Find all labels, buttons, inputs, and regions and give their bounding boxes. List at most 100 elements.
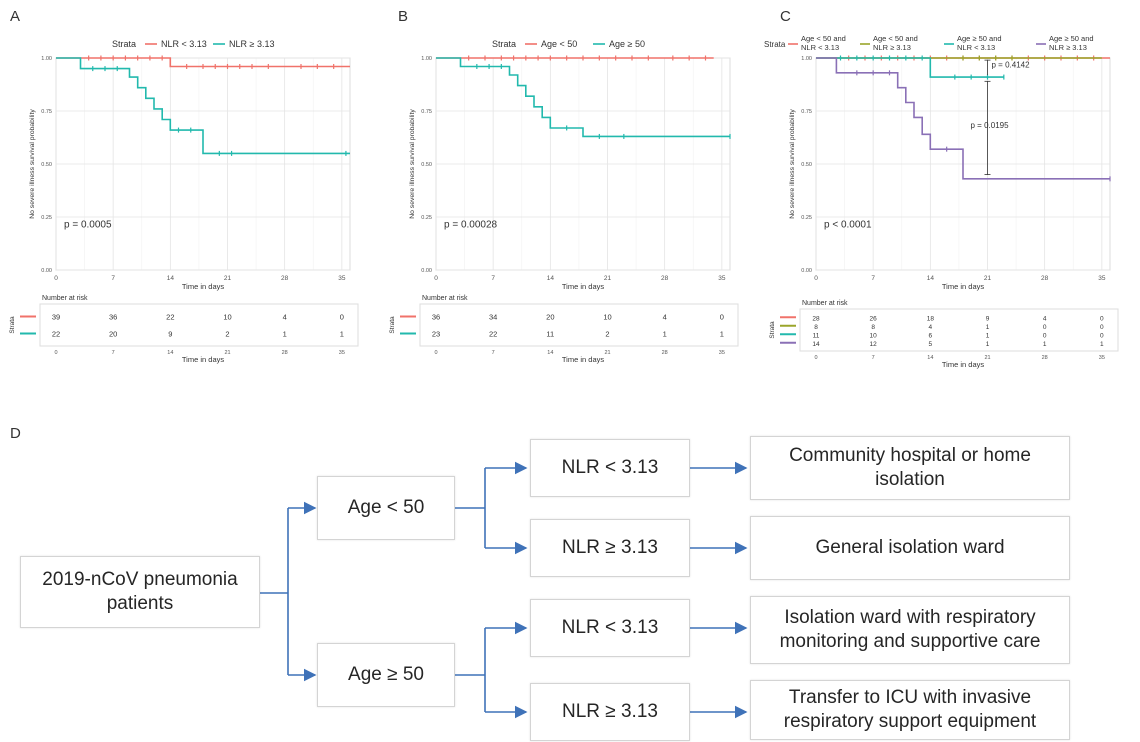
legend-label-3: Age ≥ 50 and NLR < 3.13 [957, 34, 1002, 52]
nlr-high-box-2: NLR ≥ 3.13 [530, 683, 690, 741]
risk-value-2-3: 9 [168, 330, 172, 339]
risk-value-4-2: 12 [870, 341, 878, 348]
risk-value-4-4: 1 [986, 341, 990, 348]
risk-value-4-5: 1 [1043, 341, 1047, 348]
x-tick-label-3: 21 [224, 275, 232, 282]
km-chart-b: Strata Age < 50 Age ≥ 500 7 14 21 28 350.000.25… [389, 39, 739, 364]
risk-value-2-5: 0 [1043, 324, 1047, 331]
risk-value-1-5: 4 [1043, 315, 1047, 322]
risk-table-title: Number at risk [42, 295, 88, 302]
risk-table-panel [799, 308, 1119, 352]
risk-x-tick-0: 0 [814, 355, 817, 361]
risk-value-3-1: 11 [813, 332, 820, 339]
risk-table-ylabel: Strata [769, 321, 776, 339]
risk-value-1-6: 0 [1100, 315, 1104, 322]
y-tick-label-0: 0.00 [421, 268, 432, 274]
risk-value-1-1: 36 [432, 313, 440, 322]
y-tick-label-4: 1.00 [41, 56, 52, 62]
x-tick-label-1: 7 [111, 275, 115, 282]
panel-letter-d: D [10, 425, 21, 442]
x-tick-label-0: 0 [54, 275, 58, 282]
root-box: 2019-nCoV pneumonia patients [20, 556, 260, 628]
outcome-box-3: Isolation ward with respiratory monitori… [750, 596, 1070, 664]
x-tick-label-3: 21 [604, 275, 612, 282]
y-tick-label-2: 0.50 [41, 162, 52, 168]
legend-label-1: Age < 50 [541, 39, 577, 49]
x-axis-title: Time in days [182, 282, 224, 291]
risk-value-2-4: 2 [605, 330, 609, 339]
risk-value-3-5: 0 [1043, 332, 1047, 339]
risk-value-3-4: 1 [986, 332, 990, 339]
x-tick-label-0: 0 [814, 275, 818, 282]
risk-x-tick-4: 28 [1042, 355, 1048, 361]
risk-value-1-2: 36 [109, 313, 117, 322]
y-tick-label-1: 0.25 [421, 215, 432, 221]
risk-value-4-3: 5 [929, 341, 933, 348]
risk-value-2-2: 8 [871, 324, 875, 331]
y-tick-label-2: 0.50 [801, 162, 812, 168]
risk-value-2-5: 1 [663, 330, 667, 339]
x-tick-label-2: 14 [167, 275, 175, 282]
risk-value-2-3: 11 [546, 330, 554, 339]
age-low-box: Age < 50 [317, 476, 455, 540]
risk-value-3-6: 0 [1100, 332, 1104, 339]
risk-x-tick-3: 21 [224, 350, 230, 356]
legend-label-2: NLR ≥ 3.13 [229, 39, 274, 49]
x-axis-title: Time in days [562, 282, 604, 291]
x-tick-label-5: 35 [338, 275, 346, 282]
x-tick-label-1: 7 [871, 275, 875, 282]
risk-value-1-3: 22 [166, 313, 174, 322]
y-tick-label-0: 0.00 [41, 268, 52, 274]
y-tick-label-2: 0.50 [421, 162, 432, 168]
comparison-p-1: p = 0.4142 [992, 61, 1031, 70]
risk-table-panel [39, 303, 359, 347]
y-axis-title: No severe illness survival probability [409, 109, 416, 219]
y-axis-title: No severe illness survival probability [789, 109, 796, 219]
risk-value-3-2: 10 [870, 332, 878, 339]
survival-curve-2 [56, 57, 350, 155]
risk-value-2-6: 0 [1100, 324, 1104, 331]
risk-x-tick-2: 14 [927, 355, 933, 361]
risk-value-1-1: 28 [812, 315, 820, 322]
risk-value-1-2: 26 [870, 315, 878, 322]
legend-title: Strata [764, 40, 786, 49]
x-tick-label-2: 14 [547, 275, 555, 282]
outcome-box-4: Transfer to ICU with invasive respirator… [750, 680, 1070, 740]
y-tick-label-3: 0.75 [801, 109, 812, 115]
risk-x-tick-2: 14 [167, 350, 173, 356]
y-tick-label-1: 0.25 [41, 215, 52, 221]
p-value: p = 0.0005 [64, 220, 112, 231]
x-tick-label-4: 28 [1041, 275, 1049, 282]
risk-value-2-6: 1 [720, 330, 724, 339]
risk-table-ylabel: Strata [9, 316, 16, 334]
risk-value-1-3: 20 [546, 313, 554, 322]
risk-value-2-1: 22 [52, 330, 60, 339]
y-tick-label-4: 1.00 [421, 56, 432, 62]
risk-x-tick-5: 35 [339, 350, 345, 356]
x-tick-label-5: 35 [1098, 275, 1106, 282]
risk-x-tick-1: 7 [112, 350, 115, 356]
nlr-low-box-1: NLR < 3.13 [530, 439, 690, 497]
legend-label-2: Age ≥ 50 [609, 39, 645, 49]
risk-value-1-6: 0 [720, 313, 724, 322]
risk-x-axis-title: Time in days [562, 355, 604, 364]
y-tick-label-4: 1.00 [801, 56, 812, 62]
y-tick-label-0: 0.00 [801, 268, 812, 274]
nlr-low-box-2: NLR < 3.13 [530, 599, 690, 657]
x-tick-label-0: 0 [434, 275, 438, 282]
risk-x-tick-0: 0 [54, 350, 57, 356]
risk-x-tick-3: 21 [604, 350, 610, 356]
x-axis-title: Time in days [942, 282, 984, 291]
risk-value-1-1: 39 [52, 313, 60, 322]
risk-table-title: Number at risk [422, 295, 468, 302]
nlr-high-box-1: NLR ≥ 3.13 [530, 519, 690, 577]
risk-x-tick-4: 28 [282, 350, 288, 356]
risk-x-tick-0: 0 [434, 350, 437, 356]
risk-x-tick-2: 14 [547, 350, 553, 356]
risk-table-panel [419, 303, 739, 347]
risk-x-tick-1: 7 [872, 355, 875, 361]
risk-value-2-5: 1 [283, 330, 287, 339]
risk-value-4-1: 14 [812, 341, 820, 348]
y-tick-label-3: 0.75 [421, 109, 432, 115]
x-tick-label-1: 7 [491, 275, 495, 282]
